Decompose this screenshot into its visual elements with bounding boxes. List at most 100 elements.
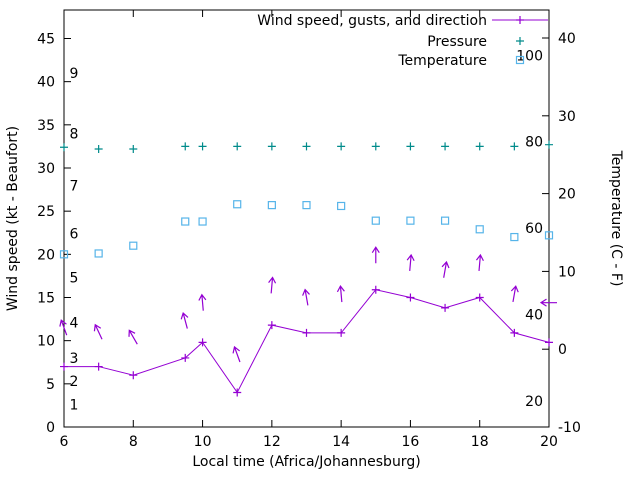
y-left-tick-label: 40 — [37, 75, 55, 91]
x-tick-label: 14 — [332, 434, 350, 450]
x-tick-label: 16 — [402, 434, 420, 450]
y-right-tick-label: -10 — [558, 420, 581, 436]
gust-direction-arrow — [198, 293, 207, 311]
y-left-tick-label: 0 — [46, 420, 55, 436]
wind-speed-point — [94, 362, 103, 371]
beaufort-label: 8 — [70, 126, 79, 142]
gust-direction-arrow — [302, 288, 310, 306]
legend-temperature-marker — [515, 55, 525, 65]
x-tick-label: 6 — [60, 434, 69, 450]
x-tick-label: 18 — [471, 434, 489, 450]
y-left-tick-label: 15 — [37, 290, 55, 306]
temperature-point — [371, 216, 380, 225]
beaufort-label: 3 — [70, 351, 79, 367]
gust-direction-arrow — [268, 276, 277, 294]
fahrenheit-label: 20 — [525, 394, 543, 410]
wind-speed-point — [337, 328, 346, 337]
pressure-point — [233, 142, 242, 151]
fahrenheit-label: 80 — [525, 135, 543, 151]
temperature-point — [59, 250, 69, 259]
y-left-tick-label: 30 — [37, 161, 55, 177]
legend-pressure-marker — [516, 37, 524, 45]
temperature-point — [233, 200, 242, 209]
y-right-tick-label: 40 — [558, 31, 576, 47]
pressure-point — [371, 142, 380, 151]
wind-speed-point — [198, 338, 207, 347]
y-left-tick-label: 45 — [37, 31, 55, 47]
gust-direction-arrow — [406, 253, 415, 271]
y-right-tick-label: 30 — [558, 109, 576, 125]
legend-wind-marker — [516, 16, 524, 24]
pressure-point — [302, 142, 311, 151]
temperature-point — [510, 232, 519, 242]
temperature-point — [198, 217, 207, 226]
legend-label-wind: Wind speed, gusts, and direction — [257, 13, 487, 29]
y-left-tick-label: 35 — [37, 118, 55, 134]
pressure-point — [406, 142, 415, 151]
pressure-point — [181, 142, 190, 151]
wind-speed-point — [441, 303, 450, 312]
wind-speed-line — [64, 289, 550, 394]
y-right-tick-label: 20 — [558, 187, 576, 203]
gust-direction-arrow — [59, 319, 68, 336]
pressure-point — [337, 142, 346, 151]
temperature-point — [267, 201, 276, 210]
gust-direction-arrow — [128, 329, 138, 345]
pressure-point — [60, 143, 68, 152]
temperature-point — [129, 241, 138, 250]
wind-speed-point — [302, 328, 311, 337]
gust-direction-arrow — [475, 253, 484, 271]
pressure-point — [198, 142, 207, 151]
beaufort-label: 5 — [70, 271, 79, 287]
y-left-tick-label: 25 — [37, 204, 55, 220]
y-left-tick-label: 10 — [37, 334, 55, 350]
gust-direction-arrow — [441, 260, 450, 278]
gust-direction-arrow — [371, 246, 380, 264]
fahrenheit-label: 40 — [525, 308, 543, 324]
gust-direction-arrow — [93, 323, 103, 340]
temperature-point — [544, 231, 554, 240]
beaufort-label: 6 — [70, 227, 79, 243]
x-tick-label: 12 — [263, 434, 281, 450]
temperature-point — [475, 225, 484, 234]
pressure-point — [267, 142, 276, 151]
wind-speed-point — [475, 293, 484, 302]
y-left-tick-label: 20 — [37, 247, 55, 263]
temperature-point — [302, 201, 311, 210]
temperature-point — [440, 216, 450, 225]
wind-speed-point — [545, 338, 553, 347]
legend-label-temperature: Temperature — [397, 53, 487, 69]
gust-direction-arrow — [510, 285, 519, 303]
x-tick-label: 8 — [129, 434, 138, 450]
wind-speed-point — [371, 285, 380, 294]
beaufort-label: 9 — [70, 66, 79, 82]
temperature-point — [406, 216, 415, 225]
gust-direction-arrow — [336, 284, 345, 303]
gust-direction-arrow — [180, 312, 189, 329]
x-tick-label: 20 — [540, 434, 558, 450]
legend-label-pressure: Pressure — [427, 34, 487, 50]
gust-direction-arrow — [539, 298, 557, 307]
fahrenheit-label: 60 — [525, 221, 543, 237]
beaufort-label: 7 — [70, 178, 79, 194]
wind-speed-point — [181, 353, 190, 362]
wind-speed-point — [267, 321, 276, 330]
gust-direction-arrow — [232, 345, 241, 363]
pressure-point — [129, 145, 138, 153]
plot-border — [63, 9, 550, 428]
temperature-point — [337, 201, 346, 211]
pressure-point — [94, 145, 103, 153]
wind-speed-point — [233, 388, 242, 397]
pressure-point — [510, 142, 519, 151]
wind-speed-point — [510, 328, 519, 337]
x-axis-title: Local time (Africa/Johannesburg) — [192, 454, 420, 470]
temperature-point — [94, 249, 103, 258]
x-tick-label: 10 — [194, 434, 212, 450]
wind-speed-point — [60, 362, 68, 371]
wind-speed-point — [406, 293, 415, 302]
temperature-point — [181, 217, 190, 226]
y-left-axis-title: Wind speed (kt - Beaufort) — [5, 126, 21, 311]
y-right-tick-label: 10 — [558, 264, 576, 280]
